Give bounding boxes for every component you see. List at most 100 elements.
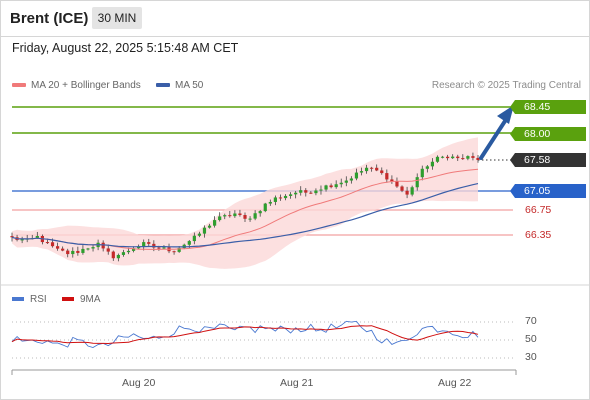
candle-body: [466, 156, 469, 159]
support-label-2: 66.35: [525, 229, 551, 241]
candle-body: [233, 213, 236, 216]
candle-body: [127, 251, 130, 252]
candle-body: [91, 247, 94, 248]
candle-body: [269, 202, 272, 204]
candle-body: [243, 215, 246, 219]
candle-body: [380, 170, 383, 173]
candle-body: [431, 162, 434, 167]
candle-body: [405, 191, 408, 195]
candle-body: [264, 204, 267, 211]
candle-body: [471, 156, 474, 158]
candle-body: [81, 249, 84, 253]
candle-body: [395, 181, 398, 186]
candle-body: [279, 197, 282, 198]
candle-body: [259, 211, 262, 213]
candle-body: [335, 184, 338, 187]
x-label-aug21: Aug 21: [280, 377, 313, 389]
candle-body: [360, 171, 363, 172]
candle-body: [375, 168, 378, 171]
candle-body: [421, 169, 424, 177]
candle-body: [238, 213, 241, 215]
candle-body: [254, 213, 257, 218]
candle-body: [213, 220, 216, 226]
candle-body: [188, 241, 191, 245]
candle-body: [142, 242, 145, 246]
candle-body: [436, 157, 439, 162]
candle-body: [51, 242, 54, 246]
candle-body: [385, 173, 388, 179]
candle-body: [411, 187, 414, 194]
candle-body: [456, 157, 459, 158]
candle-body: [172, 251, 175, 252]
rsi-swatch: [12, 297, 24, 301]
candle-body: [86, 248, 89, 249]
candle-body: [340, 183, 343, 184]
candle-body: [274, 197, 277, 202]
candle-body: [365, 168, 368, 171]
current-price-tag: 67.58: [515, 153, 586, 167]
candle-body: [117, 255, 120, 258]
candle-body: [102, 243, 105, 249]
candle-body: [324, 185, 327, 189]
candle-body: [122, 252, 125, 255]
rsi-legend-label: RSI: [30, 294, 47, 305]
rsi-ma-legend: 9MA: [62, 294, 101, 305]
candle-body: [314, 190, 317, 193]
resistance-tag-1: 68.45: [515, 100, 586, 114]
rsi-line: [12, 321, 478, 347]
candle-body: [370, 168, 373, 169]
candle-body: [289, 194, 292, 196]
candle-body: [193, 236, 196, 241]
candle-body: [355, 173, 358, 179]
candle-body: [61, 249, 64, 251]
candle-body: [228, 215, 231, 216]
candle-body: [71, 251, 74, 254]
candle-body: [330, 185, 333, 187]
rsi-tick-30: 30: [525, 351, 537, 363]
rsi-tick-70: 70: [525, 315, 537, 327]
candle-body: [299, 190, 302, 193]
candle-body: [76, 251, 79, 253]
candle-body: [426, 166, 429, 168]
candle-body: [21, 239, 24, 240]
support-label-1: 66.75: [525, 204, 551, 216]
candle-body: [198, 234, 201, 236]
candle-body: [304, 190, 307, 193]
candle-body: [162, 247, 165, 248]
candle-body: [451, 157, 454, 159]
candle-body: [446, 157, 449, 158]
candle-body: [345, 181, 348, 183]
pivot-tag: 67.05: [515, 184, 586, 198]
candle-body: [350, 178, 353, 180]
candle-body: [248, 219, 251, 220]
candle: [264, 203, 267, 212]
rsi-ma-legend-label: 9MA: [80, 294, 101, 305]
rsi-legend: RSI: [12, 294, 47, 305]
rsi-ma-line: [12, 326, 478, 344]
candle-body: [208, 226, 211, 228]
candle-body: [157, 248, 160, 249]
candle-body: [107, 248, 110, 251]
candle-body: [112, 252, 115, 259]
candle-body: [319, 190, 322, 191]
candle-body: [203, 228, 206, 234]
resistance-tag-2: 68.00: [515, 127, 586, 141]
candle-body: [147, 242, 150, 244]
candle-body: [46, 242, 49, 243]
candle-body: [284, 196, 287, 198]
candle-body: [294, 193, 297, 195]
candle-body: [309, 193, 312, 194]
x-label-aug20: Aug 20: [122, 377, 155, 389]
candle-body: [66, 251, 69, 254]
candle-body: [461, 158, 464, 159]
candle-body: [441, 157, 444, 158]
candle-body: [400, 186, 403, 190]
candle-body: [218, 216, 221, 220]
candle-body: [56, 246, 59, 248]
rsi-tick-50: 50: [525, 333, 537, 345]
x-label-aug22: Aug 22: [438, 377, 471, 389]
candle-body: [416, 177, 419, 187]
rsi-ma-swatch: [62, 297, 74, 301]
candle-body: [223, 215, 226, 216]
